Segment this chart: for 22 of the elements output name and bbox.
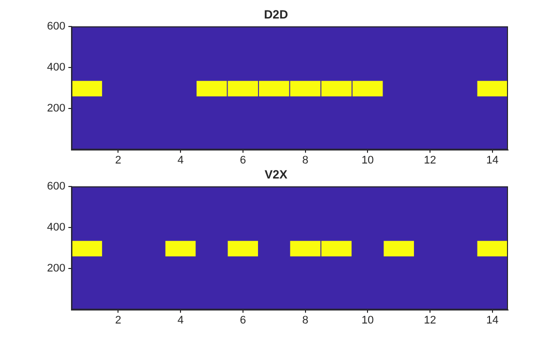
y-tick-label: 600 [46,20,66,32]
y-tick-label: 200 [46,262,66,275]
x-tick-label: 8 [302,154,308,166]
x-tick-label: 4 [177,314,184,326]
x-tick-label: 6 [240,314,246,326]
x-tick-label: 12 [424,314,436,326]
x-tick-label: 14 [486,154,499,166]
x-tick-label: 2 [115,314,122,326]
y-tick-label: 600 [46,180,66,192]
x-tick-label: 4 [177,154,184,166]
x-tick-label: 12 [424,154,436,166]
y-tick-label: 400 [46,222,66,234]
x-tick-label: 8 [302,314,308,326]
x-tick-label: 10 [362,314,374,326]
x-tick-label: 10 [362,154,374,166]
x-tick-label: 2 [115,154,122,166]
chart-title: D2D [264,8,288,22]
y-tick-label: 400 [46,62,66,74]
y-tick-label: 200 [46,102,66,115]
x-tick-label: 6 [240,154,246,166]
chart-title: V2X [264,168,288,182]
x-tick-label: 14 [486,314,499,326]
